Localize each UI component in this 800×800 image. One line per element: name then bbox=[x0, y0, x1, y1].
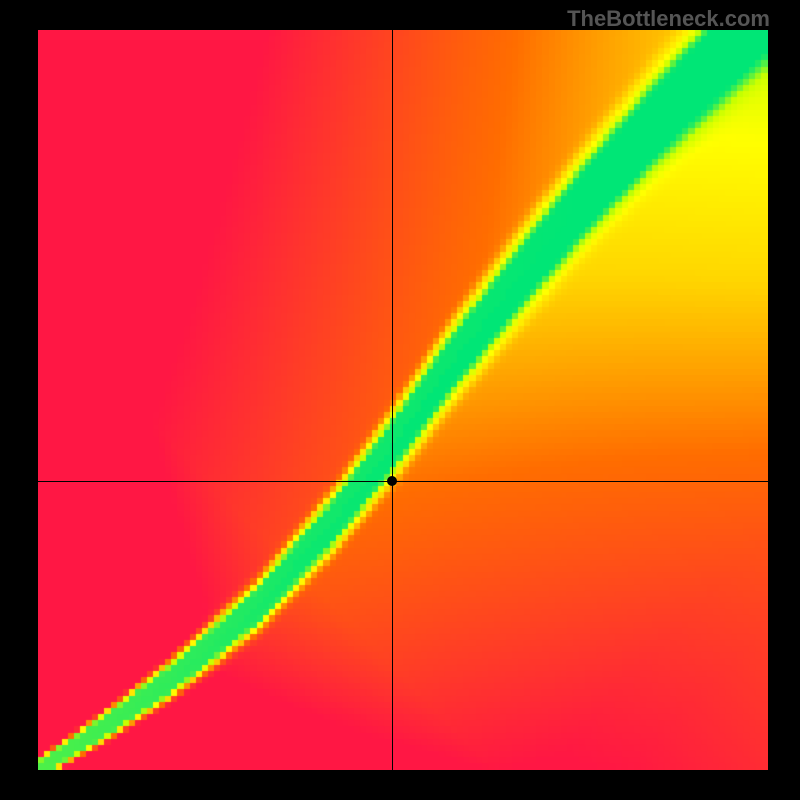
chart-container: TheBottleneck.com bbox=[0, 0, 800, 800]
plot-area bbox=[38, 30, 768, 770]
heatmap-canvas bbox=[38, 30, 768, 770]
crosshair-marker bbox=[387, 476, 397, 486]
watermark-text: TheBottleneck.com bbox=[567, 6, 770, 32]
crosshair-horizontal bbox=[38, 481, 768, 482]
crosshair-vertical bbox=[392, 30, 393, 770]
